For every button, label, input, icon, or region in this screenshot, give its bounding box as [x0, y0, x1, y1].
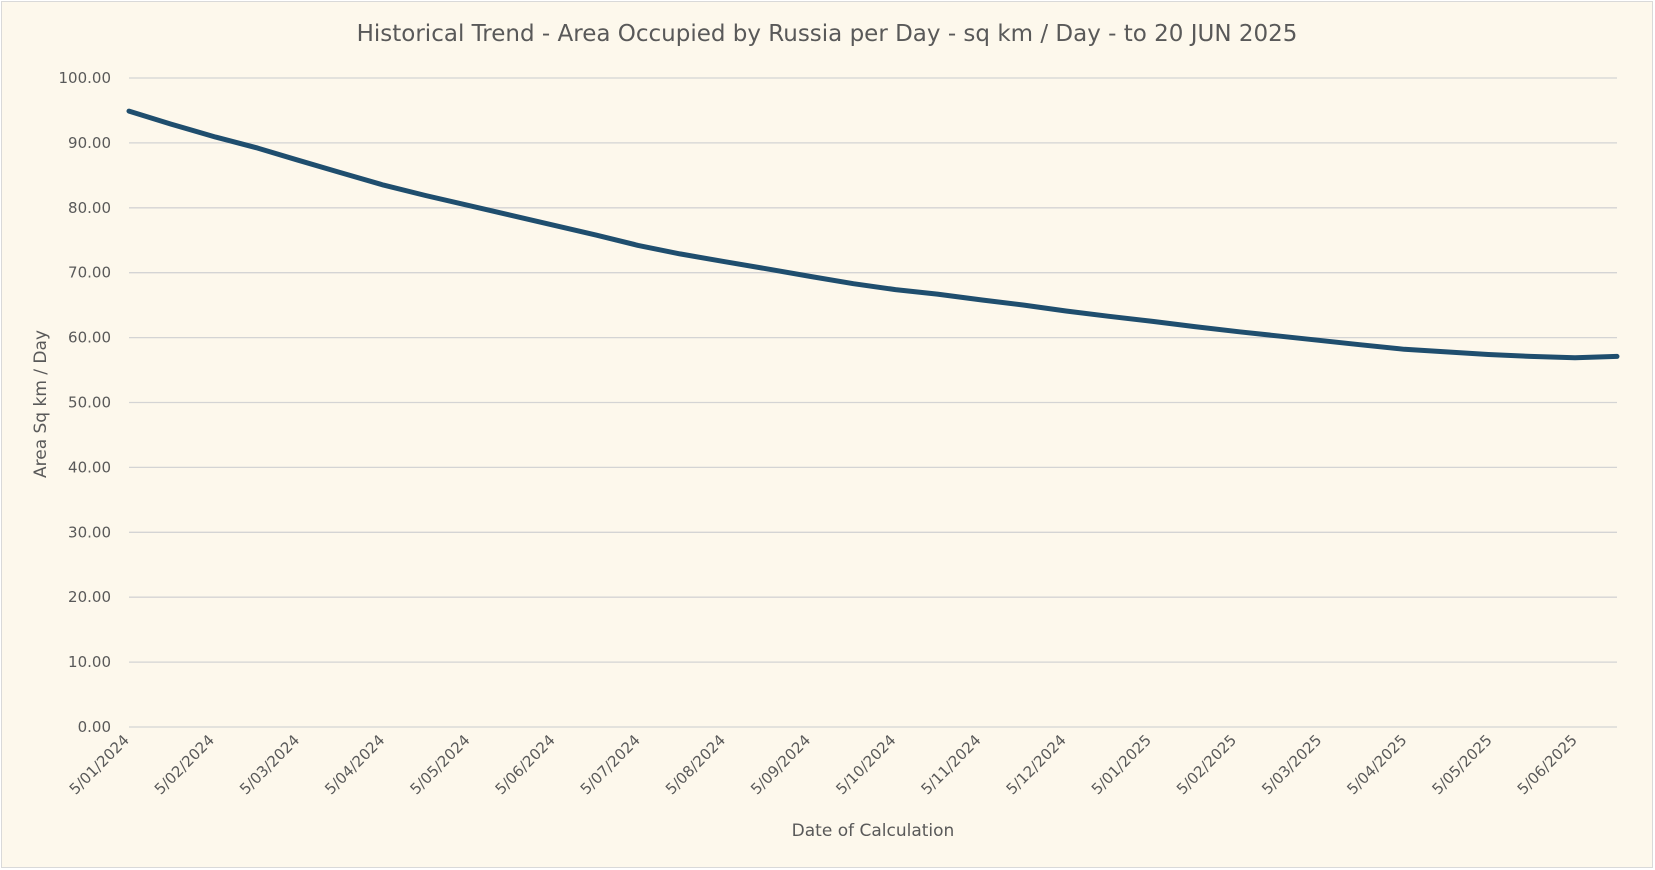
y-tick-label: 60.00: [68, 329, 111, 347]
y-tick-label: 70.00: [68, 264, 111, 282]
x-tick-label: 5/02/2024: [151, 731, 218, 798]
x-tick-label: 5/11/2024: [917, 731, 984, 798]
chart-title: Historical Trend - Area Occupied by Russ…: [357, 21, 1298, 47]
x-tick-label: 5/06/2025: [1514, 731, 1581, 798]
y-tick-label: 20.00: [68, 588, 111, 606]
y-tick-label: 100.00: [59, 69, 112, 87]
y-tick-label: 30.00: [68, 523, 111, 541]
x-tick-label: 5/12/2024: [1003, 731, 1070, 798]
gridlines: [129, 77, 1617, 728]
x-tick-label: 5/01/2025: [1088, 731, 1155, 798]
x-tick-label: 5/09/2024: [747, 731, 814, 798]
x-tick-label: 5/03/2025: [1258, 731, 1325, 798]
y-tick-label: 40.00: [68, 458, 111, 476]
x-tick-label: 5/02/2025: [1173, 731, 1240, 798]
y-tick-label: 80.00: [68, 199, 111, 217]
y-axis-label: Area Sq km / Day: [31, 330, 51, 478]
x-tick-label: 5/08/2024: [662, 731, 729, 798]
x-tick-label: 5/04/2024: [321, 731, 388, 798]
x-tick-label: 5/04/2025: [1343, 731, 1410, 798]
x-tick-label: 5/05/2025: [1429, 731, 1496, 798]
series-line: [126, 108, 1620, 361]
x-tick-label: 5/07/2024: [577, 731, 644, 798]
y-axis-ticks: 0.00 10.00 20.00 30.00 40.00 50.00 60.00 70.00 8…: [59, 69, 112, 736]
y-tick-label: 50.00: [68, 394, 111, 412]
x-axis-label: Date of Calculation: [792, 821, 955, 841]
x-tick-label: 5/03/2024: [236, 731, 303, 798]
y-tick-label: 10.00: [68, 653, 111, 671]
x-tick-label: 5/01/2024: [66, 731, 133, 798]
x-tick-label: 5/05/2024: [406, 731, 473, 798]
y-tick-label: 0.00: [78, 718, 111, 736]
x-tick-label: 5/10/2024: [832, 731, 899, 798]
x-tick-label: 5/06/2024: [492, 731, 559, 798]
y-tick-label: 90.00: [68, 134, 111, 152]
x-axis-ticks: 5/01/2024 5/02/2024 5/03/2024 5/04/2024 5/05…: [66, 731, 1581, 798]
